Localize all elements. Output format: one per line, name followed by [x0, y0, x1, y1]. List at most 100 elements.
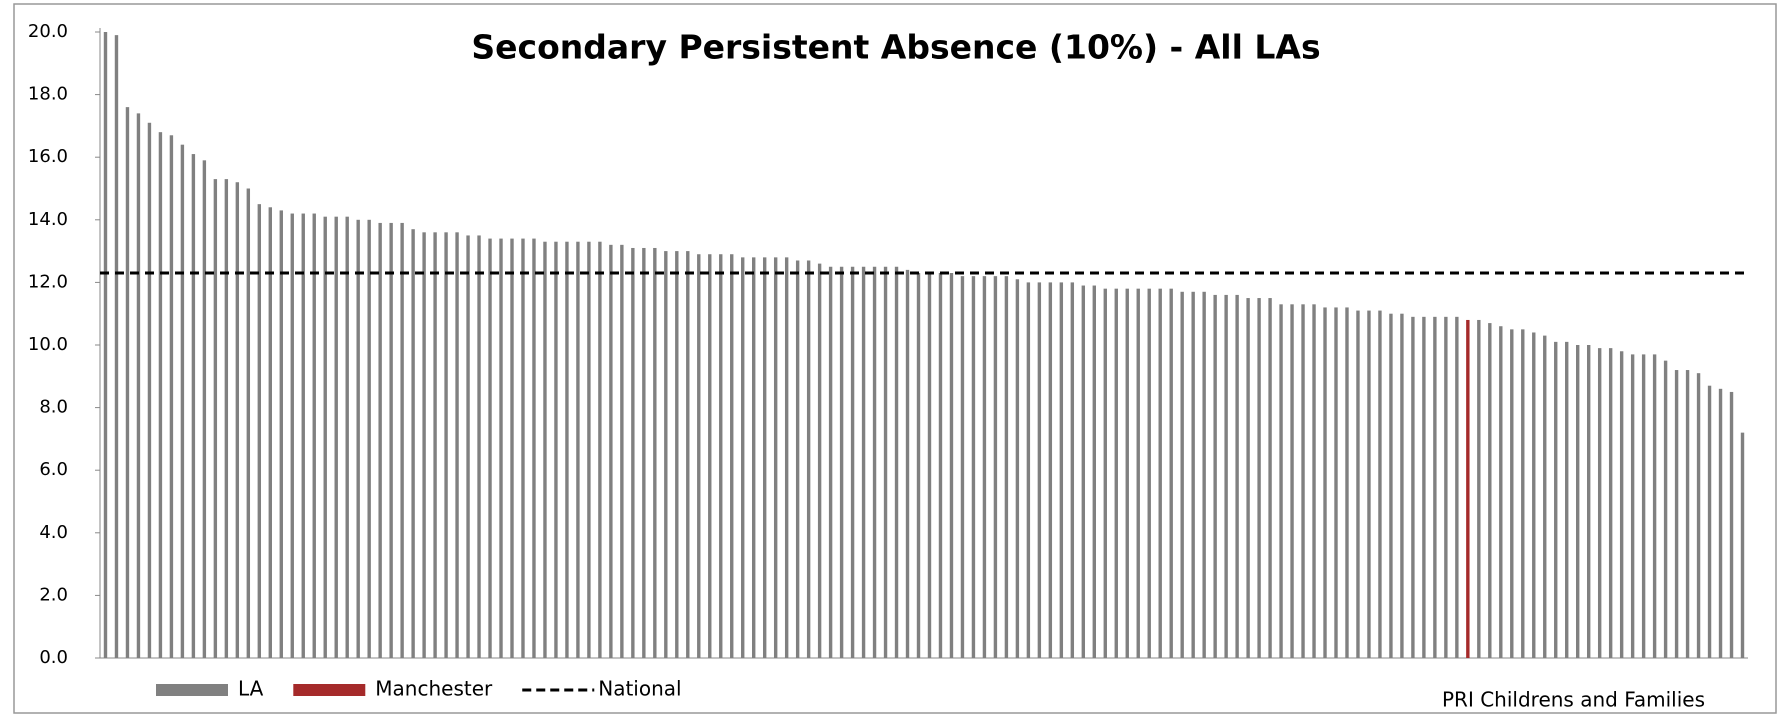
bar — [861, 266, 866, 658]
bar — [169, 135, 174, 659]
bar — [224, 179, 229, 659]
bar — [290, 213, 294, 659]
bar — [609, 244, 613, 658]
bar — [686, 251, 690, 658]
bar — [1059, 282, 1064, 658]
bar — [1136, 288, 1140, 658]
bar — [147, 122, 152, 658]
bar — [1147, 288, 1151, 658]
bar — [1674, 370, 1679, 658]
bar — [1180, 291, 1184, 658]
bar — [916, 273, 921, 658]
bar — [1334, 307, 1338, 658]
bar — [1707, 385, 1712, 658]
bar — [1213, 294, 1217, 658]
bar — [1619, 351, 1624, 658]
bar — [927, 273, 932, 658]
bar — [279, 210, 283, 658]
bar — [1510, 329, 1514, 658]
bar — [1488, 323, 1492, 658]
bar — [697, 254, 701, 659]
bar — [1576, 345, 1580, 658]
bar — [246, 188, 251, 658]
source-note: PRI Childrens and Families — [1442, 688, 1705, 712]
bar — [554, 241, 558, 658]
bar — [1246, 298, 1250, 658]
bar — [378, 222, 382, 658]
bar — [1455, 316, 1459, 658]
bar — [532, 238, 536, 658]
bar — [323, 216, 327, 659]
y-tick-label: 6.0 — [39, 459, 68, 480]
bar — [1411, 316, 1415, 658]
bar — [1389, 313, 1393, 658]
bar — [191, 154, 196, 658]
bar — [1312, 304, 1316, 658]
bar — [1268, 298, 1272, 658]
bar — [938, 273, 943, 658]
chart-title: Secondary Persistent Absence (10%) - All… — [471, 28, 1320, 67]
bar — [510, 238, 514, 658]
bar — [653, 247, 657, 658]
bar — [982, 276, 987, 658]
bar — [411, 229, 415, 658]
bar — [345, 216, 349, 659]
bar — [752, 257, 756, 658]
bar — [543, 241, 547, 658]
y-tick-label: 16.0 — [28, 146, 68, 167]
bar — [114, 35, 119, 658]
bar — [235, 182, 240, 659]
bar — [334, 216, 338, 659]
bar — [1444, 316, 1448, 658]
bar — [1685, 370, 1690, 658]
bar — [521, 238, 525, 658]
bar — [784, 257, 789, 658]
bar — [158, 132, 163, 658]
bar — [1729, 391, 1734, 658]
bar — [1400, 313, 1404, 658]
legend-swatch — [156, 684, 228, 696]
bar — [872, 266, 877, 658]
bar — [620, 244, 624, 658]
bar — [488, 238, 492, 658]
bar — [905, 269, 910, 658]
bar — [795, 260, 800, 658]
y-tick-label: 4.0 — [39, 522, 68, 543]
bar — [1586, 345, 1591, 658]
bar — [268, 207, 272, 658]
bar — [477, 235, 481, 658]
bar — [730, 254, 734, 659]
bar — [1663, 360, 1668, 658]
bar — [1597, 348, 1602, 658]
bar — [1367, 310, 1371, 658]
y-tick-label: 0.0 — [39, 647, 68, 668]
bar — [1378, 310, 1382, 658]
bar — [741, 257, 745, 658]
bar — [389, 222, 393, 658]
bar — [1641, 354, 1646, 658]
bar — [213, 179, 218, 659]
bar — [1477, 319, 1481, 658]
legend-label: Manchester — [375, 677, 493, 701]
bar — [1114, 288, 1118, 658]
bar — [565, 241, 569, 658]
bar — [1125, 288, 1129, 658]
bar — [828, 266, 833, 658]
bar — [1290, 304, 1294, 658]
bar — [664, 251, 668, 658]
bar — [839, 266, 844, 658]
bar — [719, 254, 723, 659]
bar — [773, 257, 778, 658]
bar — [1301, 304, 1305, 658]
bar — [642, 247, 646, 658]
bar — [1499, 326, 1503, 658]
bar — [367, 219, 371, 659]
bar — [960, 276, 965, 658]
bar — [1081, 285, 1086, 658]
bar — [1422, 316, 1426, 658]
bar — [466, 235, 470, 658]
legend-label: National — [598, 677, 681, 701]
bar — [1652, 354, 1657, 658]
bar — [1257, 298, 1261, 658]
